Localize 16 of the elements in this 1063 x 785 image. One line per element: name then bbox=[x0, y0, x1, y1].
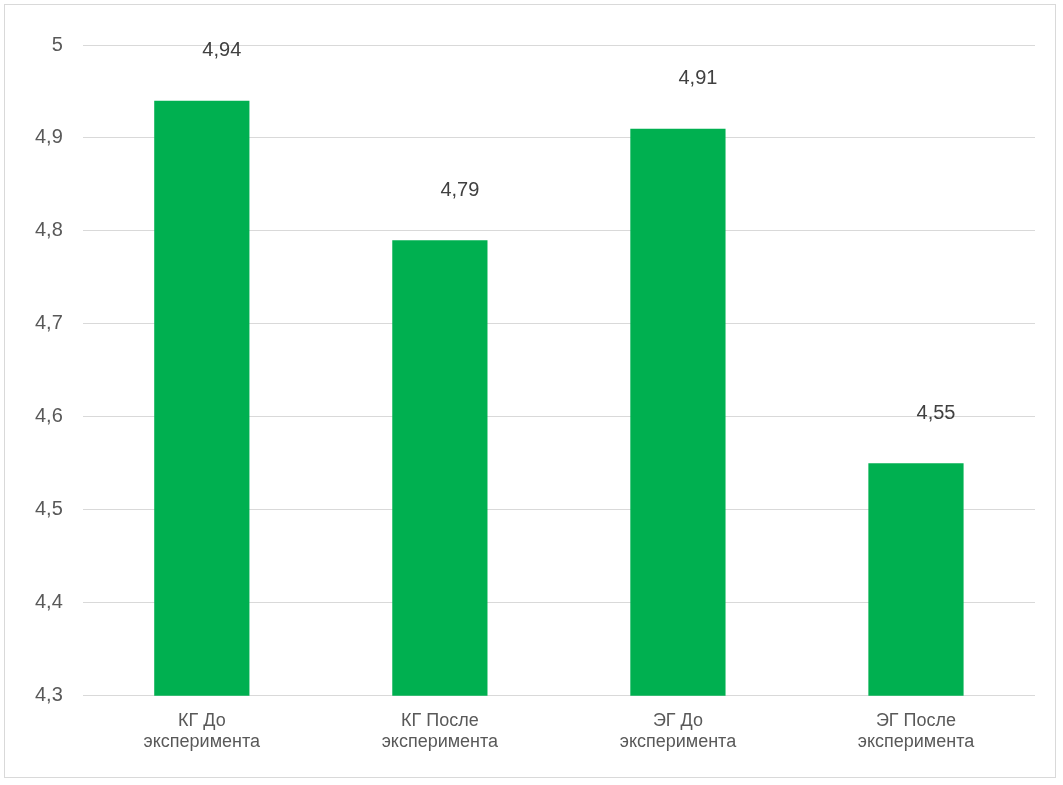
y-tick-label: 4,9 bbox=[34, 125, 63, 148]
y-tick-label: 4,5 bbox=[34, 497, 63, 520]
x-tick-label: ЭГ До эксперимента bbox=[619, 709, 738, 752]
x-tick-label: КГ До эксперимента bbox=[143, 709, 262, 752]
data-label: 4,94 bbox=[202, 38, 242, 61]
y-tick-label: 4,4 bbox=[34, 590, 63, 613]
x-tick-label: КГ После эксперимента bbox=[381, 709, 500, 752]
y-tick-label: 4,3 bbox=[34, 683, 63, 706]
y-tick-label: 4,8 bbox=[34, 218, 63, 241]
y-tick-label: 4,7 bbox=[34, 311, 63, 334]
data-label: 4,79 bbox=[440, 177, 480, 200]
y-tick-label: 5 bbox=[51, 32, 63, 55]
x-tick-label: ЭГ После эксперимента bbox=[857, 709, 976, 752]
data-label: 4,91 bbox=[678, 66, 718, 89]
y-tick-label: 4,6 bbox=[34, 404, 63, 427]
data-label: 4,55 bbox=[916, 400, 956, 423]
